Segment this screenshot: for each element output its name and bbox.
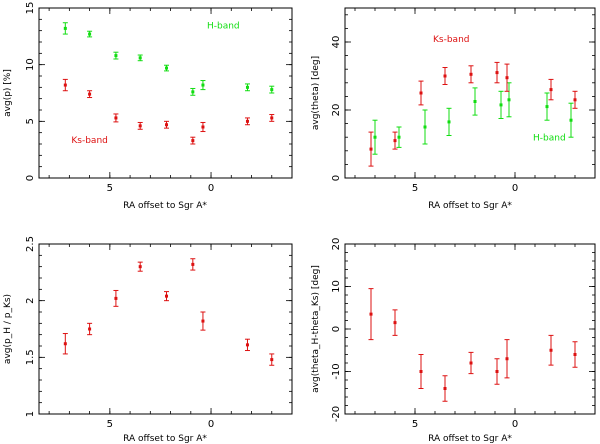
data-point [369, 147, 373, 151]
data-point [419, 91, 423, 95]
data-point [573, 353, 577, 356]
y-tick-label: 0 [331, 175, 342, 181]
y-tick-label: 0 [331, 326, 342, 332]
data-point [419, 370, 423, 373]
plot-frame [344, 7, 596, 179]
plot-frame [38, 7, 293, 179]
x-axis-label: RA offset to Sgr A* [123, 201, 207, 211]
data-point [397, 135, 401, 139]
data-point [495, 370, 499, 373]
y-tick-label: 0 [25, 175, 36, 181]
x-tick-label: 0 [208, 419, 214, 430]
data-point [447, 120, 451, 124]
panel-avg-theta: RA offset to Sgr A* avg(theta) [deg] 0 20… [311, 7, 596, 211]
data-point [495, 71, 499, 75]
data-point [549, 88, 553, 92]
data-point [63, 342, 67, 346]
data-point [393, 321, 397, 325]
data-point [573, 98, 577, 102]
data-point [201, 319, 205, 323]
data-point [443, 74, 447, 78]
data-point [499, 103, 503, 107]
data-point [114, 54, 118, 58]
data-point [245, 343, 249, 347]
panel-theta-difference: RA offset to Sgr A* avg(theta_H-theta_Ks… [311, 238, 596, 444]
data-point [473, 100, 477, 103]
data-point [191, 139, 195, 143]
data-point [443, 387, 447, 390]
y-tick-label: 20 [331, 238, 342, 251]
data-point [469, 72, 473, 76]
data-point [423, 125, 427, 129]
data-point [505, 76, 509, 80]
y-tick-label: 1.5 [25, 349, 36, 365]
x-tick-label: 5 [412, 183, 418, 194]
legend-annotation: H-band [207, 21, 240, 31]
y-tick-label: 15 [25, 2, 36, 15]
y-tick-label: 5 [25, 118, 36, 124]
x-axis-label: RA offset to Sgr A* [428, 201, 512, 211]
x-tick-label: 0 [512, 419, 518, 430]
data-point [373, 135, 377, 139]
panel-avg-p: RA offset to Sgr A* avg(p) [%] 0 5 10 15 5 0 H… [3, 2, 293, 211]
x-tick-label: 0 [208, 183, 214, 194]
data-point [545, 105, 549, 109]
data-point [63, 83, 67, 87]
x-tick-label: 5 [107, 183, 113, 194]
y-tick-label: 40 [331, 36, 342, 49]
x-axis-label: RA offset to Sgr A* [123, 434, 207, 444]
data-point [393, 139, 397, 143]
plot-frame [38, 243, 293, 415]
panel-ratio: RA offset to Sgr A* avg(p_H / p_Ks) 1 1.5… [3, 236, 293, 444]
y-tick-label: 10 [331, 280, 342, 293]
y-axis-label: avg(theta) [deg] [311, 56, 321, 130]
y-axis-label: avg(p) [%] [3, 69, 13, 117]
data-point [191, 262, 195, 266]
x-tick-label: 5 [107, 419, 113, 430]
data-point [369, 312, 373, 316]
data-point [245, 119, 249, 123]
data-point [138, 124, 142, 128]
data-point [270, 116, 274, 120]
data-point [114, 116, 118, 120]
data-point [245, 85, 249, 89]
y-tick-label: 2 [25, 297, 36, 303]
data-point [201, 125, 205, 129]
data-point [88, 327, 92, 331]
legend-annotation: H-band [533, 134, 566, 144]
data-point [469, 361, 473, 365]
y-tick-label: 2.5 [25, 236, 36, 252]
y-tick-label: 10 [25, 58, 36, 71]
data-point [88, 92, 92, 96]
y-axis-label: avg(p_H / p_Ks) [3, 294, 13, 364]
plot-frame [344, 243, 596, 415]
data-point [88, 32, 92, 36]
y-tick-label: 1 [25, 411, 36, 417]
x-tick-label: 5 [412, 419, 418, 430]
y-tick-label: -20 [331, 406, 342, 422]
data-point [165, 294, 169, 298]
data-point [201, 83, 205, 87]
data-point [114, 296, 118, 300]
x-tick-label: 0 [512, 183, 518, 194]
x-axis-label: RA offset to Sgr A* [428, 434, 512, 444]
legend-annotation: Ks-band [433, 35, 469, 45]
y-tick-label: -10 [331, 363, 342, 379]
data-point [270, 358, 274, 362]
data-point [138, 265, 142, 269]
data-point [165, 66, 169, 70]
data-point [191, 90, 195, 94]
y-tick-label: 20 [331, 104, 342, 117]
data-point [507, 98, 511, 102]
data-point [138, 56, 142, 60]
data-point [63, 26, 67, 30]
y-axis-label: avg(theta_H-theta_Ks) [deg] [311, 265, 321, 393]
data-point [549, 348, 553, 352]
data-point [569, 118, 573, 122]
legend-annotation: Ks-band [71, 136, 107, 146]
data-point [505, 357, 509, 361]
data-point [165, 123, 169, 127]
data-point [270, 88, 274, 92]
